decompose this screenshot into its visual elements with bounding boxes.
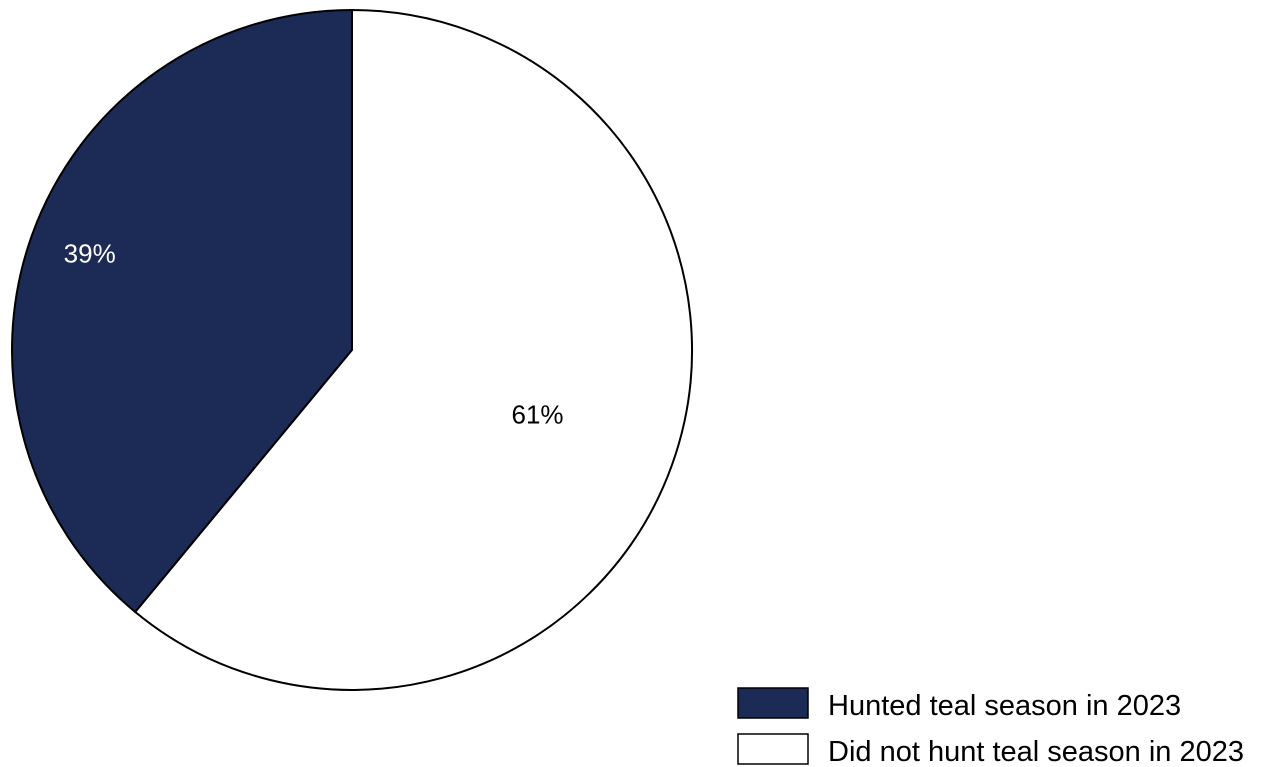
legend-label-did-not-hunt: Did not hunt teal season in 2023 <box>828 736 1244 767</box>
pie-slices <box>11 8 693 691</box>
pie-slice-label-hunted: 39% <box>64 238 116 268</box>
legend-item-did-not-hunt: Did not hunt teal season in 2023 <box>737 733 1244 767</box>
legend-item-hunted: Hunted teal season in 2023 <box>737 687 1181 722</box>
legend-label-hunted: Hunted teal season in 2023 <box>828 690 1181 722</box>
pie-slice-labels: 39% 61% <box>64 238 564 429</box>
legend-swatch-hunted <box>737 687 809 719</box>
legend: Hunted teal season in 2023 Did not hunt … <box>737 687 1244 767</box>
pie-slice-hunted <box>11 8 353 614</box>
pie-slice-label-did-not-hunt: 61% <box>512 400 564 430</box>
pie-slice-did-not-hunt <box>133 8 693 691</box>
legend-swatch-did-not-hunt <box>737 733 809 765</box>
